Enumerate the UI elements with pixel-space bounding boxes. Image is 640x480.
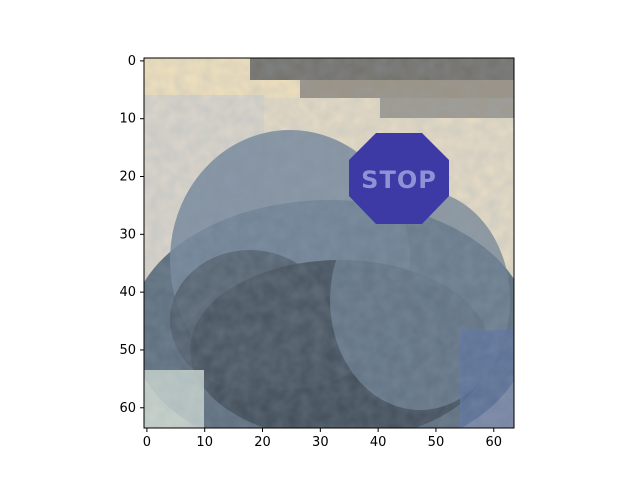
image-plot-area: STOP — [144, 58, 514, 428]
x-tick-label: 40 — [370, 435, 387, 450]
x-tick-label: 10 — [196, 435, 213, 450]
axes-frame — [143, 57, 515, 429]
y-tick-label: 10 — [119, 112, 136, 127]
y-tick-label: 30 — [119, 227, 136, 242]
x-tick-label: 50 — [428, 435, 445, 450]
y-axis-ticks: 0 10 20 30 40 50 60 — [119, 54, 144, 416]
y-tick-label: 20 — [119, 170, 136, 185]
x-tick-label: 60 — [485, 435, 502, 450]
stop-sign: STOP — [349, 133, 449, 224]
tree-foliage — [144, 58, 514, 428]
stop-sign-octagon — [349, 133, 449, 224]
y-tick-label: 50 — [119, 343, 136, 358]
y-tick-label: 40 — [119, 285, 136, 300]
x-tick-label: 0 — [143, 435, 151, 450]
y-tick-label: 60 — [119, 401, 136, 416]
x-tick-label: 30 — [312, 435, 329, 450]
x-axis-ticks: 0 10 20 30 40 50 60 — [143, 428, 502, 450]
y-tick-label: 0 — [128, 54, 136, 69]
x-tick-label: 20 — [254, 435, 271, 450]
stop-sign-text: STOP — [361, 166, 437, 194]
